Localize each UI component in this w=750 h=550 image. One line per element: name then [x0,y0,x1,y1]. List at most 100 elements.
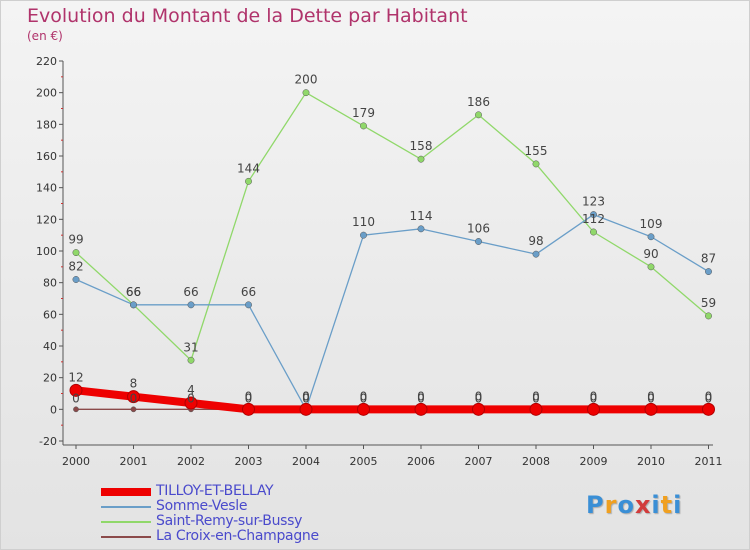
data-label-somme-vesle: 109 [640,217,663,231]
data-label-la-croix: 0 [590,391,598,405]
data-label-saint-remy: 112 [582,212,605,226]
data-label-somme-vesle: 110 [352,215,375,229]
data-point-tilloy [299,402,313,416]
data-label-tilloy: 0 [475,389,483,403]
legend-swatch-tilloy [101,488,151,496]
data-label-tilloy: 8 [130,377,138,391]
data-point-saint-remy [417,155,425,163]
data-point-tilloy [587,402,600,416]
logo-letter: o [617,491,635,519]
series-line-tilloy [72,386,713,414]
data-point-tilloy [184,396,198,410]
data-point-somme-vesle [187,301,195,309]
data-label-somme-vesle: 98 [528,234,543,248]
x-tick-label: 2010 [637,455,665,468]
data-label-saint-remy: 144 [237,161,260,175]
data-label-tilloy: 0 [245,389,253,403]
data-label-saint-remy: 66 [126,285,141,299]
data-label-la-croix: 0 [417,391,425,405]
y-tick-label: 180 [36,118,57,131]
x-tick-label: 2007 [465,455,493,468]
x-tick-label: 2008 [522,455,550,468]
data-label-saint-remy: 99 [68,233,83,247]
data-label-saint-remy: 90 [643,247,658,261]
data-label-saint-remy: 59 [701,296,716,310]
data-label-tilloy: 0 [705,389,713,403]
series-line-somme-vesle [75,213,710,410]
data-label-la-croix: 0 [532,391,540,405]
data-point-somme-vesle [360,231,367,239]
data-label-tilloy: 12 [68,370,83,384]
y-tick-label: 40 [43,340,57,353]
data-point-saint-remy [475,111,482,119]
data-point-tilloy [702,402,715,416]
y-tick-label: 100 [36,245,57,258]
data-point-la-croix [130,406,137,413]
data-label-somme-vesle: 66 [183,285,198,299]
data-label-la-croix: 0 [302,391,310,405]
legend-label-saint-remy: Saint-Remy-sur-Bussy [156,513,303,529]
data-point-tilloy [127,390,140,404]
data-point-somme-vesle [245,301,252,309]
x-tick-label: 2009 [580,455,608,468]
data-label-saint-remy: 31 [183,340,198,354]
data-label-saint-remy: 186 [467,95,490,109]
legend-label-la-croix: La Croix-en-Champagne [156,528,319,544]
data-label-la-croix: 0 [360,391,368,405]
data-point-tilloy [644,402,658,416]
data-label-saint-remy: 179 [352,106,375,120]
y-tick-label: -20 [39,435,57,448]
data-point-somme-vesle [72,276,80,283]
data-point-saint-remy [590,228,597,236]
x-tick-label: 2000 [62,455,90,468]
y-tick-label: 200 [36,87,57,100]
x-tick-label: 2003 [235,455,263,468]
logo-letter: P [586,491,605,519]
data-label-somme-vesle: 82 [68,260,83,274]
logo-letter: i [673,491,683,519]
data-point-somme-vesle [417,225,425,233]
y-tick-label: 160 [36,150,57,163]
data-point-tilloy [529,402,543,416]
data-point-tilloy [414,402,428,416]
data-label-la-croix: 0 [475,391,483,405]
y-tick-label: 60 [43,308,57,321]
data-label-somme-vesle: 123 [582,195,605,209]
x-tick-label: 2001 [120,455,148,468]
data-label-somme-vesle: 66 [126,285,141,299]
data-label-tilloy: 0 [417,389,425,403]
data-label-tilloy: 0 [647,389,655,403]
legend-label-tilloy: TILLOY-ET-BELLAY [156,483,274,499]
data-label-somme-vesle: 106 [467,222,490,236]
data-label-somme-vesle: 87 [701,252,716,266]
y-tick-label: 120 [36,213,57,226]
y-tick-label: 20 [43,372,57,385]
x-tick-label: 2011 [695,455,723,468]
x-tick-label: 2006 [407,455,435,468]
x-tick-label: 2004 [292,455,320,468]
legend-swatch-la-croix [101,536,151,538]
data-label-saint-remy: 158 [410,139,433,153]
data-label-la-croix: 0 [705,391,713,405]
chart-unit: (en €) [27,29,63,43]
data-label-tilloy: 0 [532,389,540,403]
data-label-tilloy: 0 [302,389,310,403]
y-tick-label: 80 [43,277,57,290]
data-point-tilloy [69,383,83,397]
data-point-la-croix [73,406,79,413]
data-point-saint-remy [187,356,195,364]
data-label-la-croix: 0 [187,391,195,405]
data-point-somme-vesle [532,250,540,258]
legend-label-somme-vesle: Somme-Vesle [156,498,248,514]
data-label-somme-vesle: 66 [241,285,256,299]
legend-swatch-saint-remy [101,521,151,523]
data-point-somme-vesle [590,211,597,219]
data-label-saint-remy: 200 [295,73,318,87]
legend-swatch-somme-vesle [101,506,151,508]
chart-title: Evolution du Montant de la Dette par Hab… [27,5,468,27]
data-point-tilloy [357,402,370,416]
data-label-la-croix: 0 [245,391,253,405]
data-point-saint-remy [302,89,310,97]
data-point-somme-vesle [647,233,655,241]
